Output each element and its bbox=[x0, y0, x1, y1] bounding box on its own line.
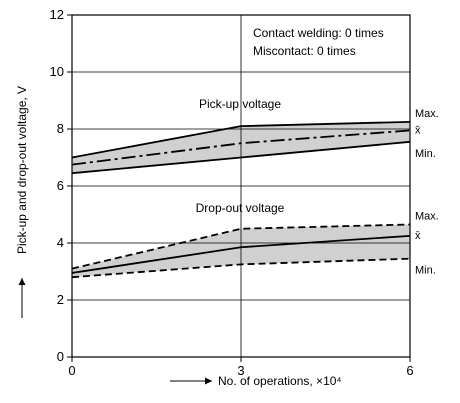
annotation: Miscontact: 0 times bbox=[253, 44, 356, 58]
series-label: x̄ bbox=[415, 230, 421, 242]
y-tick-label: 4 bbox=[57, 235, 64, 250]
annotation: Contact welding: 0 times bbox=[253, 26, 384, 40]
y-axis-arrowhead bbox=[18, 278, 26, 285]
y-axis-title: Pick-up and drop-out voltage, V bbox=[15, 86, 29, 254]
y-tick-label: 6 bbox=[57, 178, 64, 193]
y-tick-label: 8 bbox=[57, 121, 64, 136]
y-tick-label: 2 bbox=[57, 292, 64, 307]
y-tick-label: 12 bbox=[50, 7, 64, 22]
x-axis-arrowhead bbox=[205, 377, 212, 385]
group-label: Pick-up voltage bbox=[199, 97, 281, 111]
x-tick-label: 0 bbox=[68, 363, 75, 378]
x-axis-title: No. of operations, ×10⁴ bbox=[218, 374, 342, 388]
y-tick-label: 10 bbox=[50, 64, 64, 79]
y-tick-label: 0 bbox=[57, 349, 64, 364]
series-line-1-0 bbox=[71, 223, 411, 270]
x-tick-label: 3 bbox=[237, 363, 244, 378]
series-label: Min. bbox=[415, 148, 436, 160]
x-tick-label: 6 bbox=[406, 363, 413, 378]
series-label: Max. bbox=[415, 210, 439, 222]
group-label: Drop-out voltage bbox=[196, 201, 285, 215]
series-label: Min. bbox=[415, 265, 436, 277]
series-label: Max. bbox=[415, 108, 439, 120]
series-label: x̄ bbox=[415, 124, 421, 136]
